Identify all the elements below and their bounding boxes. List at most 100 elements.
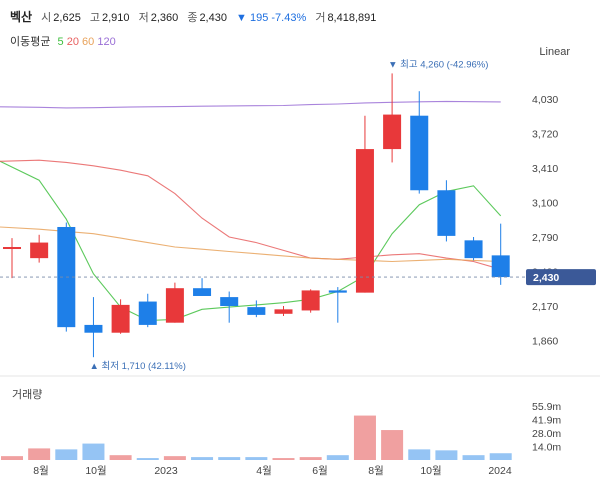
ma-legend-5[interactable]: 5 bbox=[57, 36, 64, 48]
volume-bar bbox=[218, 457, 241, 460]
low-label: 저 bbox=[138, 12, 149, 24]
candle-body bbox=[274, 309, 293, 314]
current-price-label: 2,430 bbox=[533, 272, 559, 284]
price-tick-label: 1,860 bbox=[532, 336, 558, 348]
ma-legend-60[interactable]: 60 bbox=[82, 36, 95, 48]
volume-bar bbox=[489, 453, 512, 460]
candle-body bbox=[138, 301, 157, 325]
volume-tick-label: 28.0m bbox=[532, 428, 561, 440]
candle-body bbox=[355, 149, 374, 293]
candle bbox=[247, 300, 266, 318]
volume-bar bbox=[381, 430, 404, 460]
candle bbox=[84, 297, 103, 358]
candle bbox=[138, 293, 157, 328]
candles bbox=[3, 73, 510, 358]
min-price-annotation: ▲ 최저 1,710 (42.11%) bbox=[89, 361, 185, 372]
candle-body bbox=[193, 288, 212, 296]
volume-bar bbox=[353, 415, 376, 460]
ma-legend-20[interactable]: 20 bbox=[66, 36, 79, 48]
time-tick-label: 6월 bbox=[312, 465, 328, 477]
candle bbox=[464, 237, 483, 261]
volume-bar bbox=[163, 456, 186, 460]
candle-body bbox=[165, 288, 184, 323]
volume-bar bbox=[299, 457, 322, 460]
annotations: ▼ 최고 4,260 (-42.96%) ▲ 최저 1,710 (42.11%) bbox=[89, 59, 488, 372]
candle-body bbox=[383, 114, 402, 150]
volume-bar bbox=[245, 457, 268, 460]
candle bbox=[301, 289, 320, 313]
volume-tick-label: 41.9m bbox=[532, 415, 561, 427]
candle bbox=[3, 238, 21, 279]
volume-bar bbox=[1, 456, 23, 460]
ma-line-120 bbox=[0, 100, 501, 109]
current-price-tag bbox=[526, 269, 596, 286]
ma-line-60 bbox=[0, 226, 501, 263]
candle bbox=[30, 234, 49, 263]
volume-bar bbox=[82, 443, 105, 460]
volume-bar bbox=[191, 457, 214, 460]
candle-body bbox=[111, 304, 130, 333]
candle-body bbox=[301, 290, 320, 311]
volume-bar bbox=[109, 455, 132, 460]
volume-value: 8,418,891 bbox=[327, 12, 377, 24]
time-tick-label: 8월 bbox=[33, 465, 49, 477]
time-tick-label: 2023 bbox=[154, 465, 178, 477]
candle-body bbox=[3, 247, 21, 250]
volume-label: 거 bbox=[315, 12, 326, 24]
candle bbox=[111, 299, 130, 334]
candle bbox=[383, 73, 402, 163]
candle bbox=[491, 223, 510, 285]
candle-body bbox=[464, 240, 483, 259]
time-tick-label: 2024 bbox=[488, 465, 512, 477]
price-tick-label: 2,170 bbox=[532, 301, 558, 313]
max-price-annotation: ▼ 최고 4,260 (-42.96%) bbox=[388, 59, 488, 70]
candle-body bbox=[247, 307, 266, 315]
price-tick-label: 2,790 bbox=[532, 232, 558, 244]
volume-bars bbox=[1, 415, 512, 460]
price-tick-label: 4,030 bbox=[532, 94, 558, 106]
candle-body bbox=[30, 242, 49, 259]
ma-legend-120[interactable]: 120 bbox=[97, 36, 116, 48]
candle bbox=[328, 287, 347, 323]
ma-line-20 bbox=[0, 159, 501, 270]
candle-body bbox=[84, 324, 103, 333]
volume-tick-label: 14.0m bbox=[532, 441, 561, 453]
open-label: 시 bbox=[41, 12, 52, 24]
scale-toggle[interactable]: Linear bbox=[539, 46, 570, 58]
change-value: ▼ 195 -7.43% bbox=[236, 12, 307, 24]
moving-average-legend[interactable]: 이동평균 5 20 60 120 bbox=[10, 33, 116, 49]
time-axis: 8월 10월 2023 4월 6월 8월 10월 2024 bbox=[33, 465, 512, 477]
high-label: 고 bbox=[89, 12, 100, 24]
candle-body bbox=[491, 255, 510, 278]
close-value: 2,430 bbox=[199, 12, 227, 24]
volume-bar bbox=[272, 458, 295, 460]
candle-body bbox=[437, 190, 456, 236]
close-label: 종 bbox=[187, 12, 198, 24]
time-tick-label: 10월 bbox=[85, 465, 106, 477]
moving-average-title: 이동평균 bbox=[10, 36, 51, 48]
price-tick-label: 3,100 bbox=[532, 198, 558, 210]
volume-bar bbox=[326, 455, 349, 460]
time-tick-label: 10월 bbox=[420, 465, 441, 477]
candle bbox=[165, 282, 184, 323]
price-axis: 1,8602,1702,4802,7903,1003,4103,7204,030… bbox=[0, 94, 596, 348]
candle-body bbox=[410, 115, 429, 191]
candle bbox=[355, 115, 374, 293]
stock-name: 벡산 bbox=[10, 10, 33, 24]
volume-title: 거래량 bbox=[12, 389, 43, 401]
time-tick-label: 8월 bbox=[368, 465, 384, 477]
candle-body bbox=[328, 290, 347, 293]
candle bbox=[410, 91, 429, 194]
price-tick-label: 3,720 bbox=[532, 129, 558, 141]
volume-bar bbox=[462, 455, 485, 460]
low-value: 2,360 bbox=[150, 12, 179, 24]
volume-bar bbox=[28, 448, 51, 460]
price-tick-label: 3,410 bbox=[532, 163, 558, 175]
candle bbox=[274, 306, 293, 317]
time-tick-label: 4월 bbox=[256, 465, 272, 477]
volume-bar bbox=[435, 450, 458, 460]
stock-header: 벡산 시 2,625 고 2,910 저 2,360 종 2,430 ▼ 195 -7.… bbox=[10, 8, 382, 25]
candle bbox=[220, 291, 239, 323]
